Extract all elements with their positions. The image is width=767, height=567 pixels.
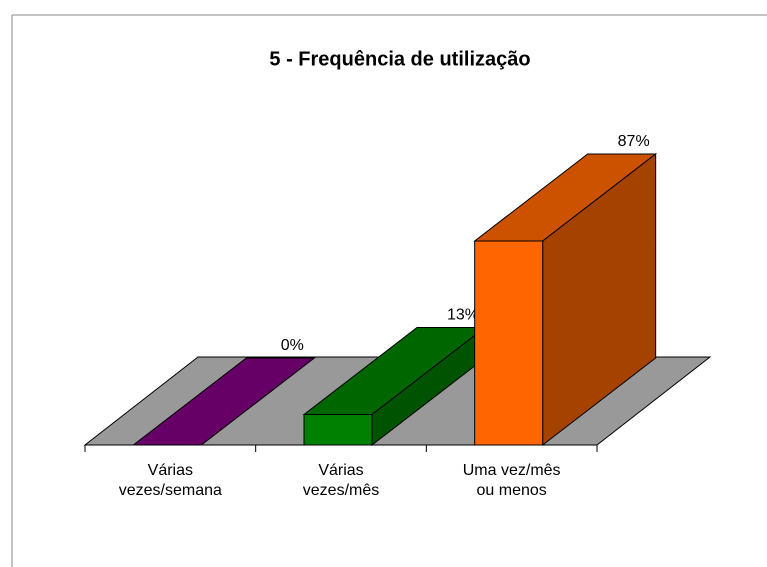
value-label: 87% — [618, 133, 650, 150]
bar-front — [474, 240, 544, 446]
bar-top — [131, 357, 316, 446]
x-tick-label: Uma vez/mês ou menos — [462, 462, 561, 499]
chart-title: 5 - Frequência de utilização — [269, 48, 530, 70]
bar-front — [303, 414, 373, 446]
value-label: 13% — [447, 307, 479, 324]
x-tick-label: Várias vezes/mês — [302, 462, 380, 499]
value-label: 0% — [281, 337, 304, 354]
x-tick-label: Várias vezes/semana — [118, 462, 222, 499]
